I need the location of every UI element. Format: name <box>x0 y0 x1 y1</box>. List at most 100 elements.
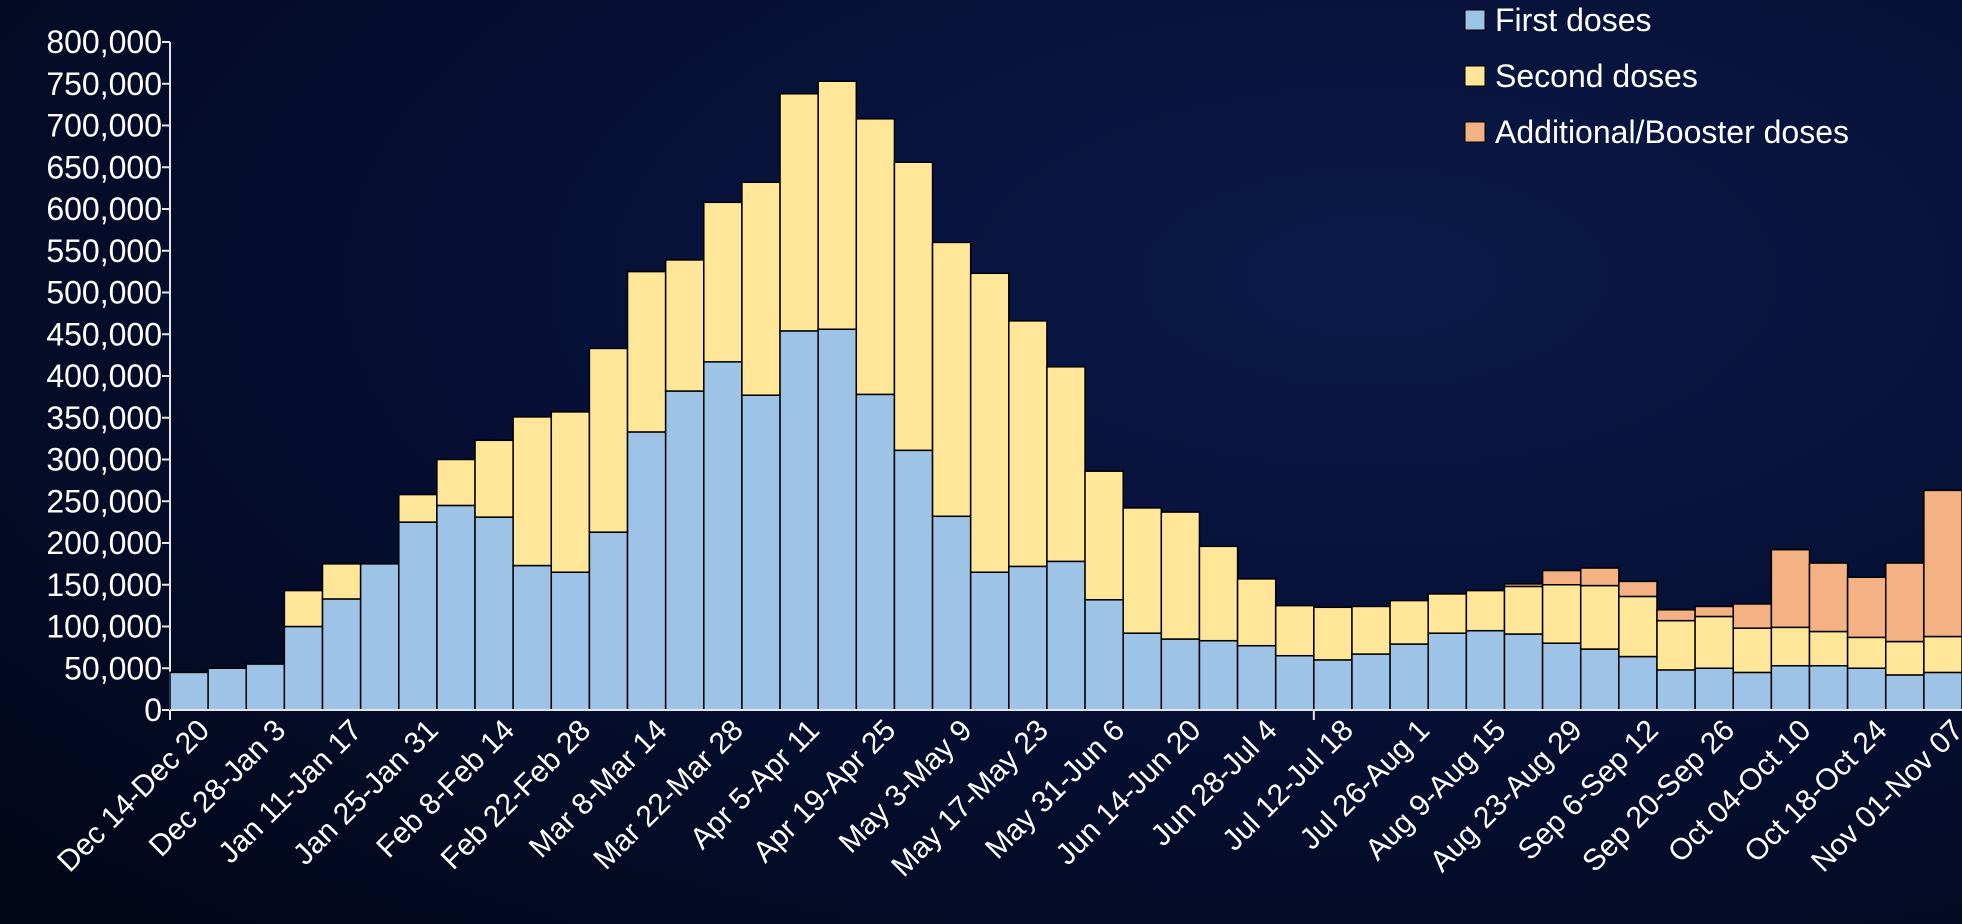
bar-segment-second <box>321 563 362 600</box>
bar-segment-first <box>779 330 819 711</box>
bar-segment-booster <box>1618 580 1658 598</box>
bar-segment-first <box>512 564 553 711</box>
bar-segment-booster <box>1732 603 1773 629</box>
bar-segment-second <box>283 589 324 628</box>
bar-segment-second <box>817 80 858 330</box>
bar-segment-first <box>588 531 629 711</box>
bar-segment-second <box>969 272 1010 573</box>
bar-segment-first <box>321 598 362 711</box>
bar-segment-first <box>1694 667 1734 711</box>
y-tick-label: 800,000 <box>46 24 162 60</box>
bar-segment-first <box>817 328 858 711</box>
bar-segment-first <box>664 390 705 711</box>
legend-label: First doses <box>1495 2 1651 38</box>
bar-segment-first <box>474 516 514 711</box>
bar-segment-first <box>741 394 781 711</box>
y-tick-label: 600,000 <box>46 191 162 227</box>
y-tick-label: 0 <box>144 692 162 728</box>
bar-segment-first <box>1198 639 1239 711</box>
bar-segment-first <box>1770 664 1811 711</box>
y-tick-label: 350,000 <box>46 400 162 436</box>
bar-segment-second <box>512 416 553 567</box>
bar-segment-first <box>1046 560 1086 711</box>
bar-segment-first <box>969 571 1010 711</box>
bar-segment-first <box>1236 644 1277 711</box>
bar-segment-second <box>1160 511 1201 640</box>
bar-segment-second <box>664 259 705 392</box>
legend-swatch <box>1464 9 1486 31</box>
y-tick-label: 400,000 <box>46 358 162 394</box>
bar-segment-second <box>1808 630 1849 667</box>
bar-segment-first <box>893 449 934 711</box>
bar-segment-second <box>436 458 476 507</box>
bar-segment-first <box>245 663 286 711</box>
bar-segment-first <box>1503 633 1544 711</box>
bar-segment-second <box>1198 545 1239 642</box>
y-tick-label: 150,000 <box>46 567 162 603</box>
legend-swatch <box>1464 65 1486 87</box>
bar-segment-second <box>1084 470 1124 601</box>
bar-segment-second <box>1923 635 1962 674</box>
bar-segment-second <box>1579 584 1620 650</box>
bar-segment-first <box>703 361 743 711</box>
bar-segment-second <box>1313 606 1353 661</box>
legend-label: Second doses <box>1495 58 1698 94</box>
bar-segment-second <box>741 181 781 396</box>
bar-segment-booster <box>1770 548 1811 629</box>
bar-segment-second <box>1046 366 1086 563</box>
bar-segment-second <box>1694 615 1734 669</box>
bar-segment-first <box>1846 667 1887 711</box>
y-tick-label: 100,000 <box>46 609 162 645</box>
y-axis: 0 50,000 100,000 150,000 200,000 250,000 300,0… <box>46 24 171 728</box>
y-tick-label: 50,000 <box>64 650 162 686</box>
bar-segment-booster <box>1884 562 1925 643</box>
bar-segment-first <box>1389 643 1429 711</box>
bar-segment-second <box>1274 604 1315 657</box>
y-tick-label: 500,000 <box>46 275 162 311</box>
bar-segment-first <box>207 667 248 711</box>
bar-segment-second <box>1503 585 1544 635</box>
bar-segment-first <box>1884 674 1925 711</box>
y-tick-label: 250,000 <box>46 483 162 519</box>
bar-segment-second <box>1656 619 1696 671</box>
bar-segment-second <box>588 347 629 533</box>
y-tick-label: 700,000 <box>46 108 162 144</box>
bar-segment-booster <box>1541 569 1582 586</box>
bar-segment-second <box>1884 640 1925 676</box>
legend-swatch <box>1464 121 1486 143</box>
bar-segment-first <box>1579 648 1620 711</box>
bar-segment-first <box>436 504 476 711</box>
bar-segment-first <box>1160 638 1201 711</box>
bar-segment-first <box>398 521 438 711</box>
bar-segment-second <box>474 439 514 518</box>
bar-segment-booster <box>1656 609 1696 622</box>
bar-segment-second <box>1846 636 1887 669</box>
bars <box>169 80 1962 711</box>
bar-segment-second <box>931 241 972 518</box>
bar-segment-second <box>855 118 896 396</box>
bar-segment-first <box>626 431 667 711</box>
bar-segment-second <box>1351 605 1391 655</box>
bar-segment-first <box>169 671 209 711</box>
bar-segment-second <box>398 493 438 523</box>
y-tick-label: 200,000 <box>46 525 162 561</box>
bar-segment-second <box>1008 320 1048 568</box>
bar-segment-second <box>1236 578 1277 647</box>
bar-segment-booster <box>1694 605 1734 618</box>
y-tick-label: 650,000 <box>46 149 162 185</box>
y-tick-label: 300,000 <box>46 442 162 478</box>
bar-segment-second <box>893 161 934 452</box>
legend: First doses Second doses Additional/Booste… <box>1464 2 1849 150</box>
bar-segment-first <box>1656 669 1696 711</box>
bar-segment-second <box>1389 599 1429 645</box>
bar-segment-booster <box>1579 567 1620 587</box>
bar-segment-first <box>283 625 324 711</box>
x-tick-label: May 3-May 9 <box>833 714 979 860</box>
bar-segment-booster <box>1503 583 1544 588</box>
y-tick-label: 750,000 <box>46 66 162 102</box>
bar-segment-first <box>1923 671 1962 711</box>
bar-segment-second <box>1732 627 1773 674</box>
bar-segment-second <box>779 93 819 332</box>
bar-segment-booster <box>1808 562 1849 633</box>
